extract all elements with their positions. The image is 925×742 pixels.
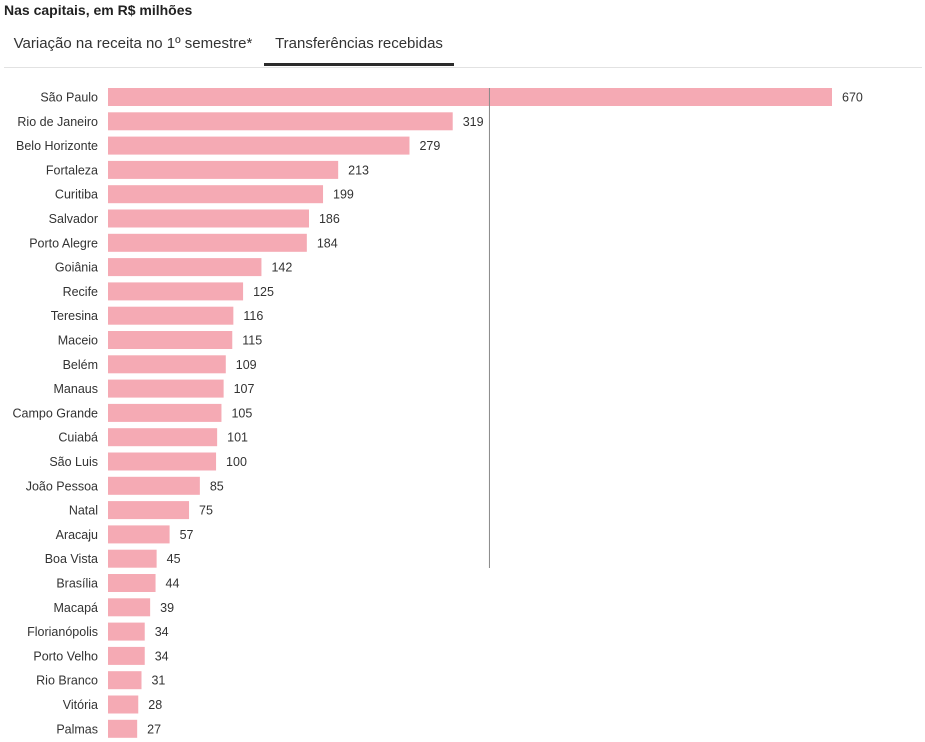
category-label: Florianópolis: [27, 625, 98, 639]
value-label: 101: [227, 431, 248, 445]
category-label: Aracaju: [56, 528, 98, 542]
category-label: Palmas: [56, 722, 98, 736]
value-label: 75: [199, 504, 213, 518]
value-label: 31: [151, 674, 165, 688]
value-label: 670: [842, 91, 863, 105]
value-label: 34: [155, 649, 169, 663]
value-label: 105: [231, 406, 252, 420]
bar[interactable]: [108, 306, 234, 325]
bar[interactable]: [108, 355, 226, 374]
bar[interactable]: [108, 428, 218, 447]
value-label: 213: [348, 163, 369, 177]
value-label: 319: [463, 115, 484, 129]
value-label: 115: [242, 334, 262, 348]
category-label: Vitória: [63, 698, 98, 712]
bar[interactable]: [108, 501, 190, 520]
category-label: Manaus: [54, 382, 98, 396]
value-label: 116: [243, 309, 263, 323]
bar[interactable]: [108, 282, 244, 301]
bar[interactable]: [108, 671, 142, 690]
category-label: Maceio: [58, 334, 98, 348]
category-label: Fortaleza: [46, 163, 98, 177]
bar[interactable]: [108, 258, 262, 277]
bar[interactable]: [108, 598, 151, 617]
category-label: São Luis: [49, 455, 98, 469]
value-label: 28: [148, 698, 162, 712]
category-label: Rio de Janeiro: [17, 115, 98, 129]
category-label: Teresina: [51, 309, 98, 323]
category-label: Macapá: [54, 601, 99, 615]
bar[interactable]: [108, 695, 139, 714]
bar[interactable]: [108, 331, 233, 349]
value-label: 34: [155, 625, 169, 639]
bar[interactable]: [108, 476, 200, 495]
value-label: 142: [271, 261, 292, 275]
bar[interactable]: [108, 719, 138, 738]
value-label: 186: [319, 212, 340, 226]
bar[interactable]: [108, 646, 145, 665]
category-label: Curitiba: [55, 188, 98, 202]
value-label: 184: [317, 236, 338, 250]
bar[interactable]: [108, 136, 410, 155]
bar[interactable]: [108, 549, 157, 568]
category-label: Recife: [63, 285, 98, 299]
chart-subtitle: Nas capitais, em R$ milhões: [4, 2, 193, 18]
tab-variacao-receita[interactable]: Variação na receita no 1º semestre*: [13, 35, 253, 52]
bar[interactable]: [108, 525, 170, 544]
category-label: Belém: [63, 358, 98, 372]
category-label: João Pessoa: [26, 479, 98, 493]
bar[interactable]: [108, 452, 217, 471]
bar[interactable]: [108, 112, 453, 131]
category-label: Cuiabá: [58, 431, 98, 445]
category-label: Goiânia: [55, 261, 98, 275]
bar[interactable]: [108, 209, 309, 228]
category-label: Salvador: [49, 212, 98, 226]
value-label: 39: [160, 601, 174, 615]
value-label: 199: [333, 188, 354, 202]
category-label: Brasília: [56, 577, 98, 591]
value-label: 109: [236, 358, 257, 372]
category-label: Campo Grande: [13, 406, 99, 420]
tab-transferencias-recebidas[interactable]: Transferências recebidas: [264, 30, 454, 66]
value-label: 107: [234, 382, 255, 396]
value-label: 44: [166, 577, 180, 591]
bar[interactable]: [108, 574, 156, 592]
category-label: Belo Horizonte: [16, 139, 98, 153]
bar[interactable]: [108, 160, 339, 179]
value-label: 27: [147, 722, 161, 736]
value-label: 125: [253, 285, 274, 299]
bar[interactable]: [108, 233, 307, 252]
category-label: São Paulo: [40, 91, 98, 105]
value-label: 45: [167, 552, 181, 566]
bar[interactable]: [108, 88, 832, 106]
category-label: Rio Branco: [36, 674, 98, 688]
bar[interactable]: [108, 379, 224, 398]
bar-chart: São Paulo 670 Rio de Janeiro 319 Belo Horizo…: [13, 88, 863, 738]
value-label: 279: [419, 139, 440, 153]
value-label: 85: [210, 479, 224, 493]
category-label: Porto Alegre: [29, 236, 98, 250]
category-label: Porto Velho: [33, 649, 98, 663]
category-label: Natal: [69, 504, 98, 518]
tab-bar: Variação na receita no 1º semestre* Tran…: [4, 30, 922, 68]
bar[interactable]: [108, 622, 145, 641]
category-label: Boa Vista: [45, 552, 98, 566]
value-label: 100: [226, 455, 247, 469]
bar[interactable]: [108, 185, 324, 204]
bar[interactable]: [108, 403, 222, 422]
value-label: 57: [180, 528, 194, 542]
